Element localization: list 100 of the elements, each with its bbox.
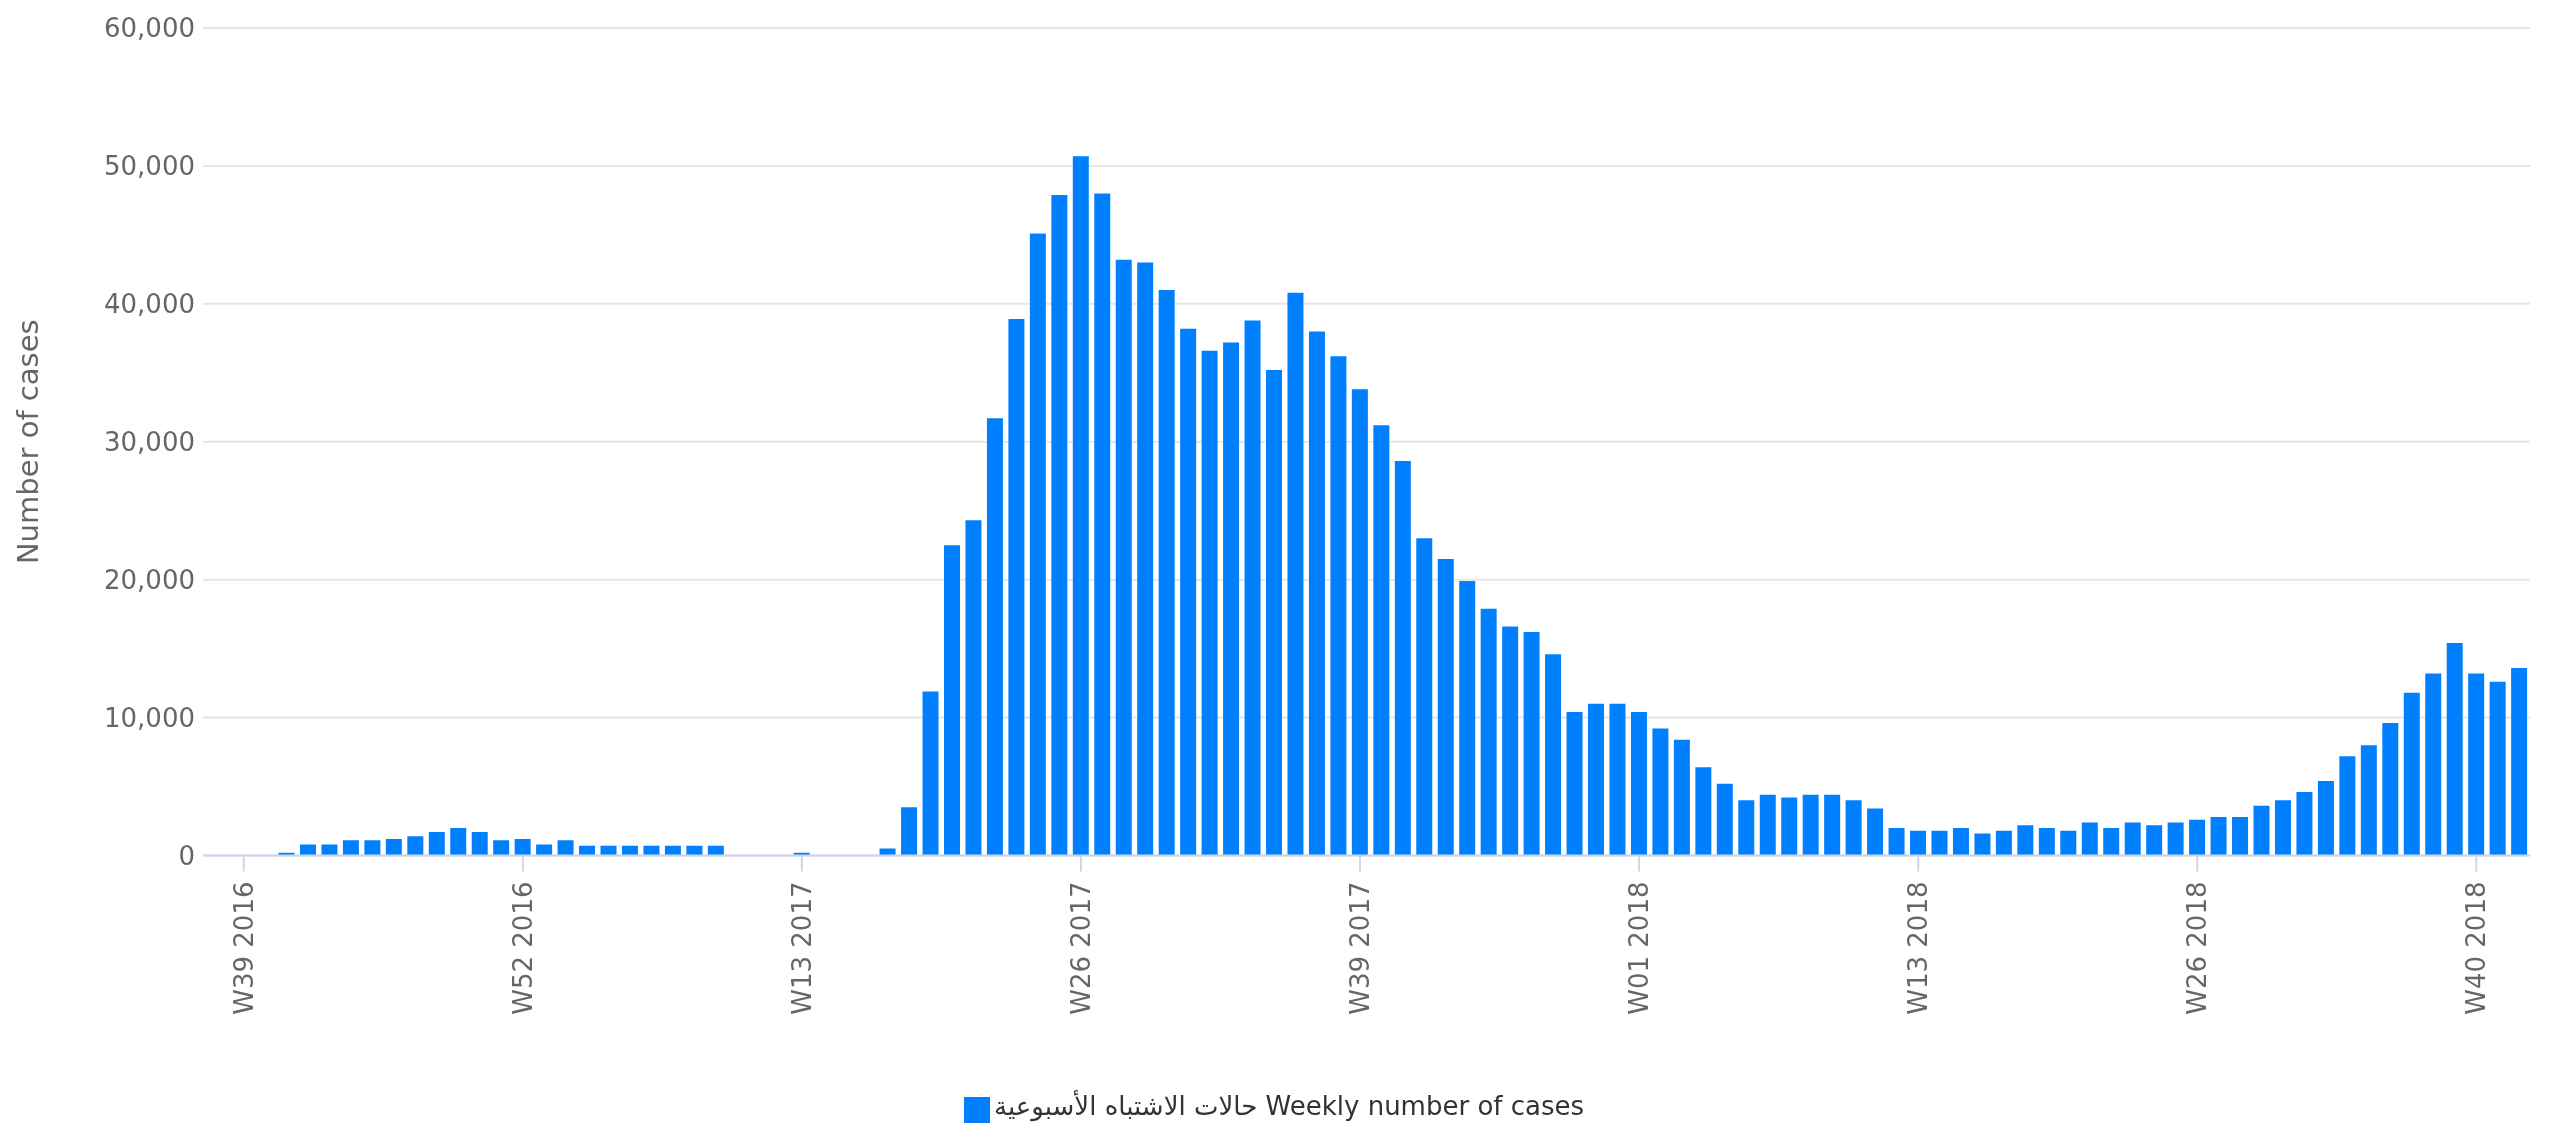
y-tick-label: 60,000: [104, 13, 195, 44]
bar: [1545, 654, 1562, 856]
x-tick-label: W40 2018: [2461, 881, 2492, 1015]
bar: [2017, 825, 2034, 856]
bar: [1115, 259, 1132, 856]
bar: [1051, 194, 1068, 856]
bar: [1072, 156, 1089, 856]
bar: [1781, 797, 1798, 856]
bar: [1609, 703, 1626, 856]
bar: [1480, 608, 1497, 856]
bar: [407, 836, 424, 856]
x-tick-label: W39 2017: [1345, 881, 1376, 1015]
bar: [901, 807, 918, 856]
bar: [385, 838, 402, 856]
bar: [1287, 292, 1304, 856]
bar: [1137, 262, 1154, 856]
bar: [1351, 389, 1368, 856]
bar: [1223, 342, 1240, 856]
bar: [1158, 290, 1175, 856]
x-tick-label: W26 2017: [1065, 881, 1096, 1015]
bar: [2189, 819, 2206, 856]
bar: [664, 845, 681, 856]
bar: [1673, 739, 1690, 856]
bar: [1416, 538, 1433, 856]
bar: [2146, 825, 2163, 856]
bar: [1373, 425, 1390, 856]
legend-label: حالات الاشتباه الأسبوعية Weekly number of cases: [993, 1090, 1585, 1121]
x-tick-label: W13 2017: [786, 881, 817, 1015]
bar: [986, 418, 1003, 856]
bar: [1029, 233, 1046, 856]
x-tick-label: W39 2016: [228, 881, 259, 1015]
bar: [1588, 703, 1605, 856]
y-tick-label: 20,000: [104, 564, 195, 595]
bar: [1330, 356, 1347, 856]
bar: [2382, 723, 2399, 856]
bar: [1867, 808, 1884, 856]
bar: [2253, 805, 2270, 856]
bar: [1974, 833, 1991, 856]
bar: [1845, 800, 1862, 856]
bar: [450, 827, 467, 856]
bar: [2103, 827, 2120, 856]
bar: [1995, 830, 2012, 856]
y-axis-title: Number of cases: [11, 319, 46, 565]
bar: [600, 845, 617, 856]
bar: [1952, 827, 1969, 856]
bar: [342, 840, 359, 856]
y-tick-label: 10,000: [104, 702, 195, 733]
y-tick-label: 40,000: [104, 289, 195, 320]
bar: [1502, 626, 1519, 856]
x-tick-label: W26 2018: [2182, 881, 2213, 1015]
bar: [2511, 667, 2528, 856]
y-tick-label: 0: [178, 840, 195, 871]
bar: [428, 832, 445, 856]
bar: [1910, 830, 1927, 856]
bar: [471, 832, 488, 856]
bar: [643, 845, 660, 856]
bar: [1201, 350, 1218, 856]
bar: [2038, 827, 2055, 856]
bar: [1244, 320, 1261, 856]
bar: [2403, 692, 2420, 856]
bar: [1566, 712, 1583, 856]
bar: [1652, 728, 1669, 856]
bar: [2296, 792, 2313, 856]
bar: [1459, 581, 1476, 856]
bar: [1523, 632, 1540, 856]
x-tick-label: W01 2018: [1624, 881, 1655, 1015]
bar: [321, 844, 338, 856]
bar: [1394, 461, 1411, 856]
bar: [2167, 822, 2184, 856]
bar: [707, 845, 724, 856]
bar: [2124, 822, 2141, 856]
bar: [2060, 830, 2077, 856]
bar: [1630, 712, 1647, 856]
bar: [1094, 193, 1111, 856]
bar: [1437, 558, 1454, 856]
bar: [621, 845, 638, 856]
bar: [1716, 783, 1733, 856]
bar: [1180, 328, 1197, 856]
bar: [1695, 767, 1712, 856]
bar: [686, 845, 703, 856]
bar: [1824, 794, 1841, 856]
bar: [2210, 816, 2227, 856]
bar: [2360, 745, 2377, 856]
bar: [2468, 673, 2485, 856]
bar: [1308, 331, 1325, 856]
bar: [2232, 816, 2249, 856]
bar: [1759, 794, 1776, 856]
bar: [1888, 827, 1905, 856]
bar: [536, 844, 553, 856]
bar: [299, 844, 316, 856]
bar: [364, 840, 381, 856]
bar: [2081, 822, 2098, 856]
bar: [2425, 673, 2442, 856]
x-tick-label: W52 2016: [507, 881, 538, 1015]
bar: [2489, 681, 2506, 856]
bar: [1738, 800, 1755, 856]
bar: [579, 845, 596, 856]
bar: [922, 691, 939, 856]
bar: [1266, 370, 1283, 856]
bar: [2317, 781, 2334, 856]
